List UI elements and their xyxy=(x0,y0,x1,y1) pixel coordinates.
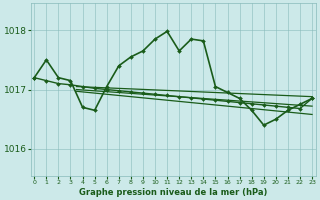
X-axis label: Graphe pression niveau de la mer (hPa): Graphe pression niveau de la mer (hPa) xyxy=(79,188,267,197)
